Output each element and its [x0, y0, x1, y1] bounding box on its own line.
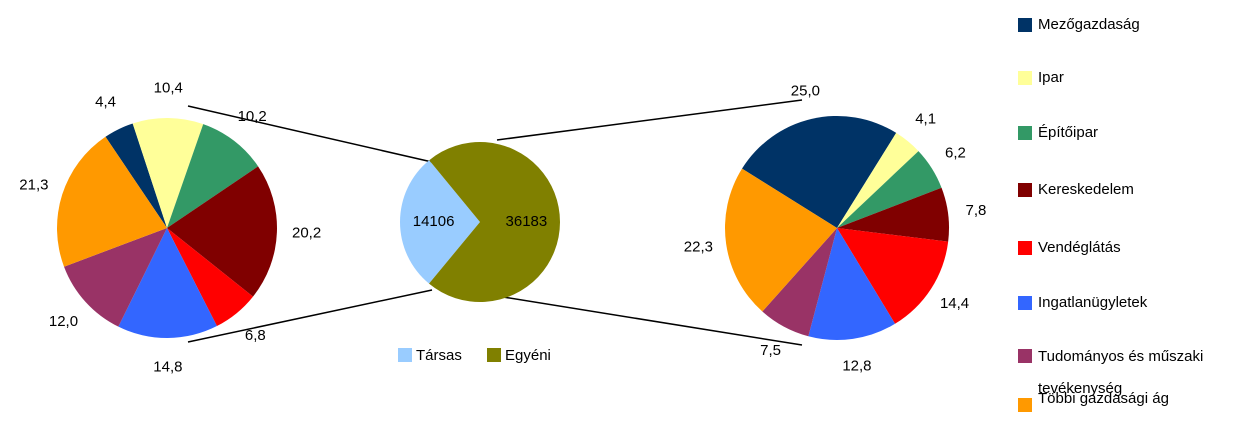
- legend-label: Egyéni: [505, 347, 551, 364]
- legend-label: Ingatlanügyletek: [1038, 294, 1148, 311]
- pie-slice: [837, 228, 949, 324]
- connector: [187, 289, 433, 343]
- legend-label: Társas: [416, 347, 462, 364]
- data-label: 6,8: [245, 327, 266, 344]
- pie-slice: [118, 228, 217, 338]
- connectors: [187, 99, 803, 346]
- legend-item: Tudományos és műszaki tevékenység: [1018, 341, 1233, 405]
- legend-label: Ipar: [1038, 69, 1064, 86]
- pie-slice: [725, 168, 837, 312]
- connector: [187, 105, 433, 163]
- pie-slice: [429, 142, 560, 302]
- legend-swatch: [1018, 18, 1032, 32]
- pie-slice: [837, 151, 942, 228]
- data-label: 21,3: [19, 176, 48, 193]
- legend-swatch: [398, 348, 412, 362]
- data-label: 7,8: [966, 202, 987, 219]
- pie-slice: [167, 124, 259, 228]
- legend-item: Ipar: [1018, 63, 1233, 93]
- legend-swatch: [1018, 241, 1032, 255]
- legend-label: Tudományos és műszaki tevékenység: [1038, 348, 1204, 397]
- pie-slice: [132, 118, 204, 228]
- data-label: 7,5: [760, 342, 781, 359]
- data-label: 36183: [506, 213, 548, 230]
- legend-swatch: [1018, 71, 1032, 85]
- pie-slice: [762, 228, 837, 337]
- data-label: 20,2: [292, 224, 321, 241]
- pie-slice: [808, 228, 896, 340]
- pie-slice: [64, 228, 167, 327]
- legend-item: Vendéglátás: [1018, 233, 1233, 263]
- legend-label: Mezőgazdaság: [1038, 16, 1140, 33]
- pie-slice: [167, 166, 277, 297]
- pie-slice: [837, 187, 950, 242]
- data-label: 10,4: [154, 79, 183, 96]
- legend-swatch: [1018, 126, 1032, 140]
- legend-label: Kereskedelem: [1038, 181, 1134, 198]
- data-label: 10,2: [238, 108, 267, 125]
- legend-swatch: [1018, 296, 1032, 310]
- pie-slice: [742, 115, 897, 228]
- legend-label: Többi gazdasági ág: [1038, 390, 1169, 407]
- legend-item: Mezőgazdaság: [1018, 10, 1233, 40]
- data-label: 22,3: [684, 239, 713, 256]
- data-label: 6,2: [945, 144, 966, 161]
- connector: [496, 99, 803, 141]
- pie-slice: [400, 160, 480, 284]
- legend-item: Építőipar: [1018, 118, 1233, 148]
- pie-slice: [167, 228, 254, 327]
- data-label: 14,4: [940, 295, 969, 312]
- data-label: 14,8: [153, 359, 182, 376]
- legend-swatch: [1018, 183, 1032, 197]
- legend-label: Vendéglátás: [1038, 239, 1121, 256]
- legend-item: Ingatlanügyletek: [1018, 288, 1233, 318]
- legend-swatch: [487, 348, 501, 362]
- legend-swatch: [1018, 349, 1032, 363]
- data-label: 4,1: [915, 111, 936, 128]
- data-label: 14106: [413, 213, 455, 230]
- legend-label: Építőipar: [1038, 124, 1099, 141]
- data-label: 12,0: [49, 313, 78, 330]
- pie-slice: [57, 136, 167, 267]
- data-label: 12,8: [842, 358, 871, 375]
- connector: [502, 296, 803, 346]
- legend-item: Többi gazdasági ág: [1018, 390, 1233, 412]
- legend-item: Kereskedelem: [1018, 175, 1233, 205]
- pie-slice: [105, 123, 167, 228]
- legend-swatch: [1018, 398, 1032, 412]
- data-label: 4,4: [95, 94, 116, 111]
- pie-slice: [837, 132, 919, 228]
- data-label: 25,0: [791, 83, 820, 100]
